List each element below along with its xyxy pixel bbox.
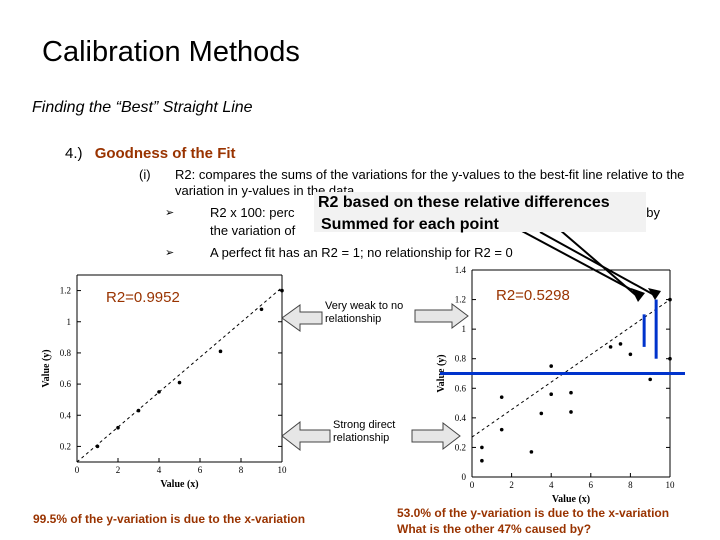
strong-relationship-label: Strong direct relationship [333, 419, 396, 444]
y-tick-label: 0.6 [60, 379, 72, 389]
item-label: (i) [139, 167, 151, 182]
left-arrow-icon [281, 420, 331, 452]
data-point [628, 352, 633, 357]
section-number: 4.) [65, 145, 83, 162]
block-arrows [281, 303, 469, 452]
y-tick-label: 1.4 [455, 265, 467, 275]
x-tick-label: 2 [116, 465, 121, 475]
data-point [280, 288, 284, 293]
y-tick-label: 1 [462, 324, 467, 334]
y-tick-label: 0.8 [60, 348, 72, 358]
data-point [569, 390, 573, 395]
data-point [480, 445, 484, 450]
x-tick-label: 4 [549, 480, 554, 490]
x-tick-label: 4 [157, 465, 162, 475]
data-point [539, 411, 544, 416]
right-r2-value: R2=0.5298 [496, 287, 570, 304]
callout-box [314, 192, 646, 232]
right-caption-line1: 53.0% of the y-variation is due to the x… [397, 506, 670, 520]
bullet-arrow-icon: ➢ [165, 207, 175, 219]
data-point [618, 342, 623, 346]
x-tick-label: 10 [278, 465, 288, 475]
data-point [116, 425, 120, 430]
y-tick-label: 1.2 [60, 286, 71, 296]
section-header: 4.) Goodness of the Fit [65, 145, 236, 162]
right-caption-line2: What is the other 47% caused by? [397, 522, 592, 536]
y-tick-label: 0 [462, 472, 467, 482]
y-tick-label: 0.2 [60, 441, 71, 451]
data-point [95, 444, 100, 449]
left-r2-value: R2=0.9952 [106, 289, 180, 306]
x-tick-label: 0 [470, 480, 475, 490]
y-tick-label: 1 [67, 317, 72, 327]
right-arrow-icon [414, 303, 469, 329]
data-point [499, 427, 504, 432]
x-axis-label: Value (x) [552, 494, 590, 505]
data-point [529, 450, 534, 454]
weak-relationship-label: Very weak to no relationship [325, 300, 404, 325]
callout-arrow-line [539, 231, 657, 297]
y-tick-label: 0.4 [60, 410, 72, 420]
bullet2-text: A perfect fit has an R2 = 1; no relation… [210, 245, 513, 260]
right-arrow-icon [411, 421, 461, 451]
bullet1-text: R2 x 100: perc [210, 205, 295, 220]
y-tick-label: 0.2 [455, 442, 466, 452]
data-point [608, 345, 613, 349]
r2-definition: R2: compares the sums of the variations … [175, 167, 685, 198]
slide-subtitle: Finding the “Best” Straight Line [32, 99, 253, 116]
data-point [549, 392, 553, 397]
section-heading: Goodness of the Fit [94, 145, 236, 162]
x-axis-label: Value (x) [160, 479, 198, 490]
data-point [480, 458, 484, 463]
bullet-arrow-icon: ➢ [165, 247, 175, 259]
x-tick-label: 6 [589, 480, 594, 490]
y-tick-label: 1.2 [455, 295, 466, 305]
data-point [549, 364, 553, 368]
bullet1-line2: the variation of [210, 223, 296, 238]
data-point [668, 297, 672, 302]
data-point [136, 408, 141, 413]
x-tick-label: 8 [628, 480, 633, 490]
arrowhead-icon [631, 288, 645, 302]
left-arrow-icon [281, 304, 323, 332]
data-point [218, 349, 223, 354]
data-point [569, 410, 573, 414]
x-tick-label: 2 [509, 480, 514, 490]
callout-line1: R2 based on these relative differences [318, 194, 610, 211]
x-tick-label: 10 [666, 480, 676, 490]
x-tick-label: 8 [239, 465, 244, 475]
best-fit-line [76, 287, 283, 463]
y-axis-label: Value (y) [41, 349, 52, 387]
data-point [668, 356, 672, 361]
callout-arrow-line [519, 229, 633, 291]
data-point [648, 377, 652, 382]
best-fit-line [471, 299, 671, 438]
data-point [259, 307, 264, 312]
callout-arrows [519, 229, 661, 302]
data-point [157, 390, 161, 394]
data-point [499, 395, 504, 399]
left-scatter-chart: 0 2 4 6 8 10 0.2 0.4 0.6 0.8 1 1.2 Value (x) Value (y… [41, 274, 288, 490]
y-tick-label: 0.8 [455, 354, 467, 364]
y-tick-label: 0.6 [455, 383, 467, 393]
slide-title: Calibration Methods [42, 36, 300, 68]
callout-line2: Summed for each point [321, 216, 499, 233]
data-point [177, 380, 182, 385]
x-tick-label: 6 [198, 465, 203, 475]
y-tick-label: 0.4 [455, 413, 467, 423]
arrowhead-icon [648, 288, 661, 300]
x-tick-label: 0 [75, 465, 80, 475]
left-caption: 99.5% of the y-variation is due to the x… [33, 512, 306, 526]
